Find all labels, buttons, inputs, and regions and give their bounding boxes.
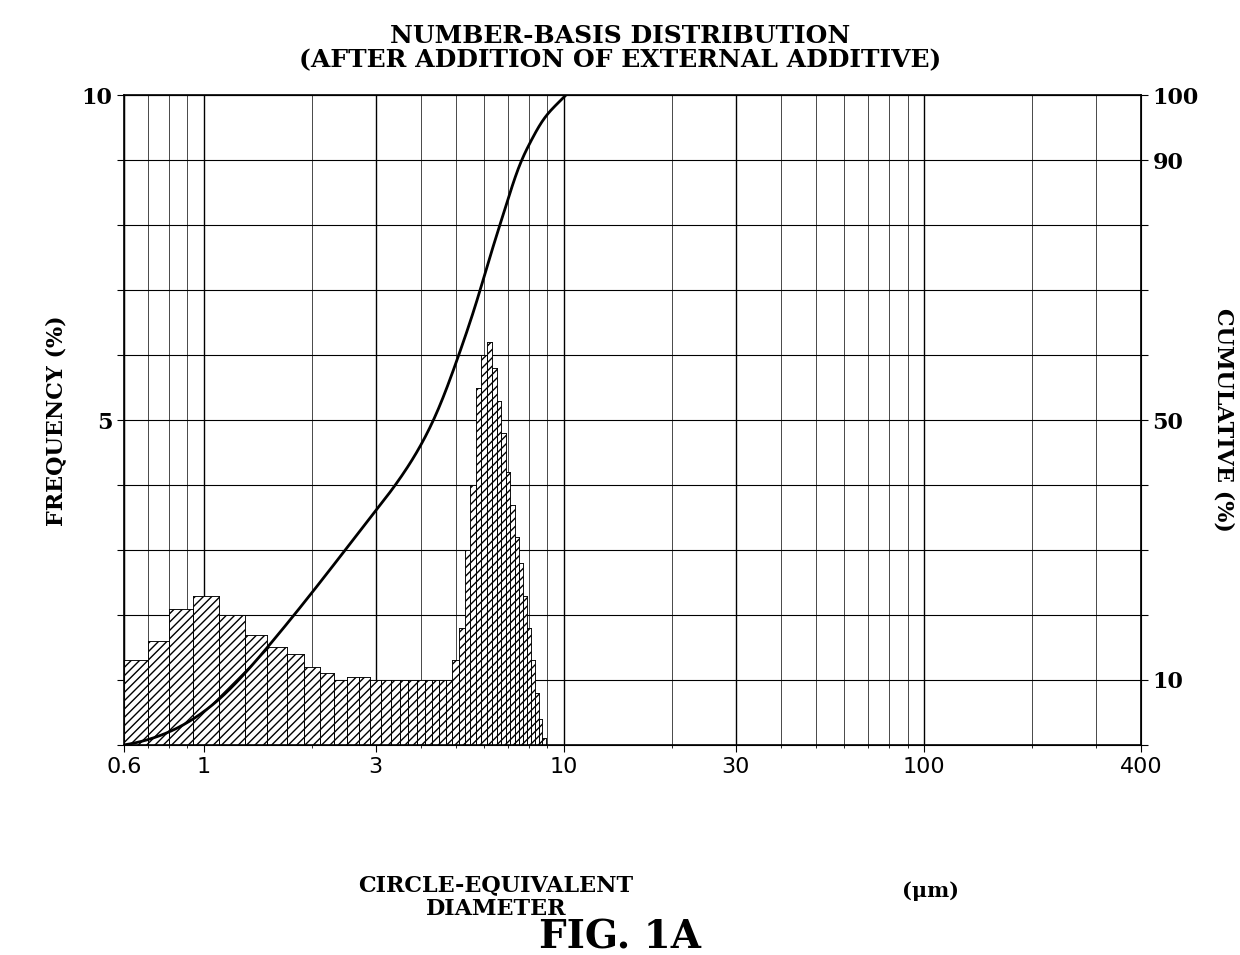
Y-axis label: FREQUENCY (%): FREQUENCY (%) xyxy=(46,315,67,525)
Text: FIG. 1A: FIG. 1A xyxy=(539,919,701,955)
Text: NUMBER-BASIS DISTRIBUTION: NUMBER-BASIS DISTRIBUTION xyxy=(389,24,851,48)
Text: DIAMETER: DIAMETER xyxy=(425,898,567,920)
Text: (AFTER ADDITION OF EXTERNAL ADDITIVE): (AFTER ADDITION OF EXTERNAL ADDITIVE) xyxy=(299,48,941,72)
Y-axis label: CUMULATIVE (%): CUMULATIVE (%) xyxy=(1213,308,1235,532)
Text: (μm): (μm) xyxy=(901,881,959,901)
Text: CIRCLE-EQUIVALENT: CIRCLE-EQUIVALENT xyxy=(358,874,634,896)
